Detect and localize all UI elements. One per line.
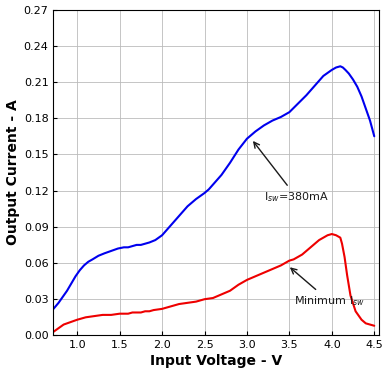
X-axis label: Input Voltage - V: Input Voltage - V <box>150 355 282 368</box>
Text: Minimum I$_{sw}$: Minimum I$_{sw}$ <box>291 268 364 308</box>
Text: I$_{sw}$=380mA: I$_{sw}$=380mA <box>254 142 329 204</box>
Y-axis label: Output Current - A: Output Current - A <box>5 99 19 245</box>
